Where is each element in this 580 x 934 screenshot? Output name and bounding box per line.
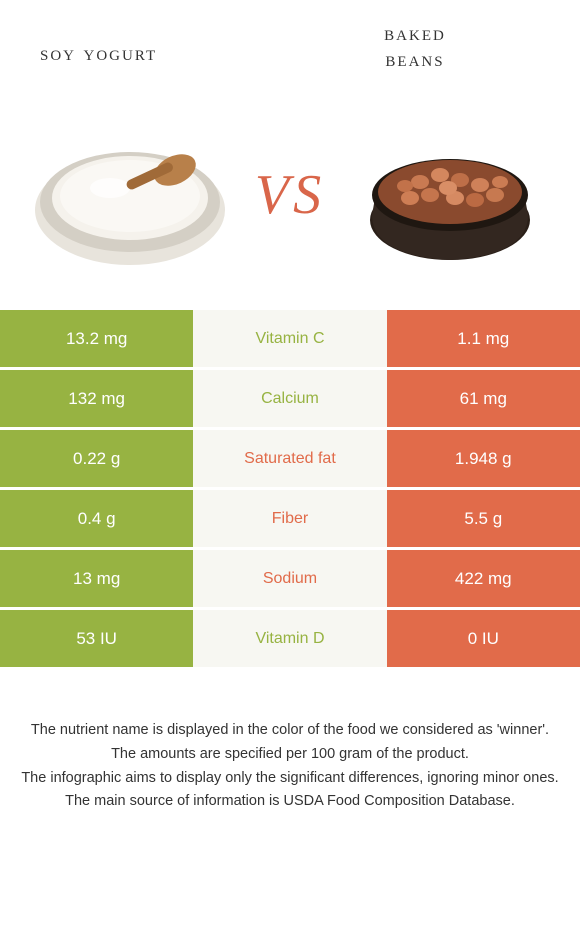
- nutrient-row: 132 mgCalcium61 mg: [0, 370, 580, 430]
- food-title-left: soy yogurt: [40, 20, 290, 66]
- nutrient-value-left: 13 mg: [0, 550, 193, 607]
- vs-label: VS: [255, 163, 325, 227]
- nutrient-value-right: 1.1 mg: [387, 310, 580, 367]
- food-title-right: baked beans: [290, 20, 540, 73]
- nutrient-value-left: 132 mg: [0, 370, 193, 427]
- nutrient-name: Vitamin D: [193, 610, 386, 667]
- nutrient-value-left: 13.2 mg: [0, 310, 193, 367]
- footnote-line: The nutrient name is displayed in the co…: [20, 720, 560, 742]
- nutrient-value-left: 0.22 g: [0, 430, 193, 487]
- footnote-line: The main source of information is USDA F…: [20, 791, 560, 813]
- footnote-line: The infographic aims to display only the…: [20, 768, 560, 790]
- food-title-right-line1: baked: [384, 20, 446, 45]
- nutrient-value-right: 1.948 g: [387, 430, 580, 487]
- images-row: VS: [0, 90, 580, 310]
- footnote-line: The amounts are specified per 100 gram o…: [20, 744, 560, 766]
- nutrient-name: Vitamin C: [193, 310, 386, 367]
- nutrient-row: 0.22 gSaturated fat1.948 g: [0, 430, 580, 490]
- header: soy yogurt baked beans: [0, 0, 580, 90]
- food-image-right: [350, 110, 550, 280]
- nutrient-table: 13.2 mgVitamin C1.1 mg132 mgCalcium61 mg…: [0, 310, 580, 670]
- nutrient-value-right: 422 mg: [387, 550, 580, 607]
- nutrient-name: Fiber: [193, 490, 386, 547]
- food-title-right-line2: beans: [385, 46, 444, 71]
- nutrient-value-left: 53 IU: [0, 610, 193, 667]
- nutrient-value-left: 0.4 g: [0, 490, 193, 547]
- nutrient-name: Calcium: [193, 370, 386, 427]
- nutrient-value-right: 61 mg: [387, 370, 580, 427]
- nutrient-name: Saturated fat: [193, 430, 386, 487]
- nutrient-row: 13.2 mgVitamin C1.1 mg: [0, 310, 580, 370]
- baked-beans-bowl-icon: [360, 120, 540, 270]
- nutrient-value-right: 0 IU: [387, 610, 580, 667]
- food-image-left: [30, 110, 230, 280]
- nutrient-name: Sodium: [193, 550, 386, 607]
- nutrient-row: 13 mgSodium422 mg: [0, 550, 580, 610]
- nutrient-row: 53 IUVitamin D0 IU: [0, 610, 580, 670]
- nutrient-row: 0.4 gFiber5.5 g: [0, 490, 580, 550]
- nutrient-value-right: 5.5 g: [387, 490, 580, 547]
- yogurt-bowl-icon: [30, 110, 230, 280]
- footnotes: The nutrient name is displayed in the co…: [0, 670, 580, 835]
